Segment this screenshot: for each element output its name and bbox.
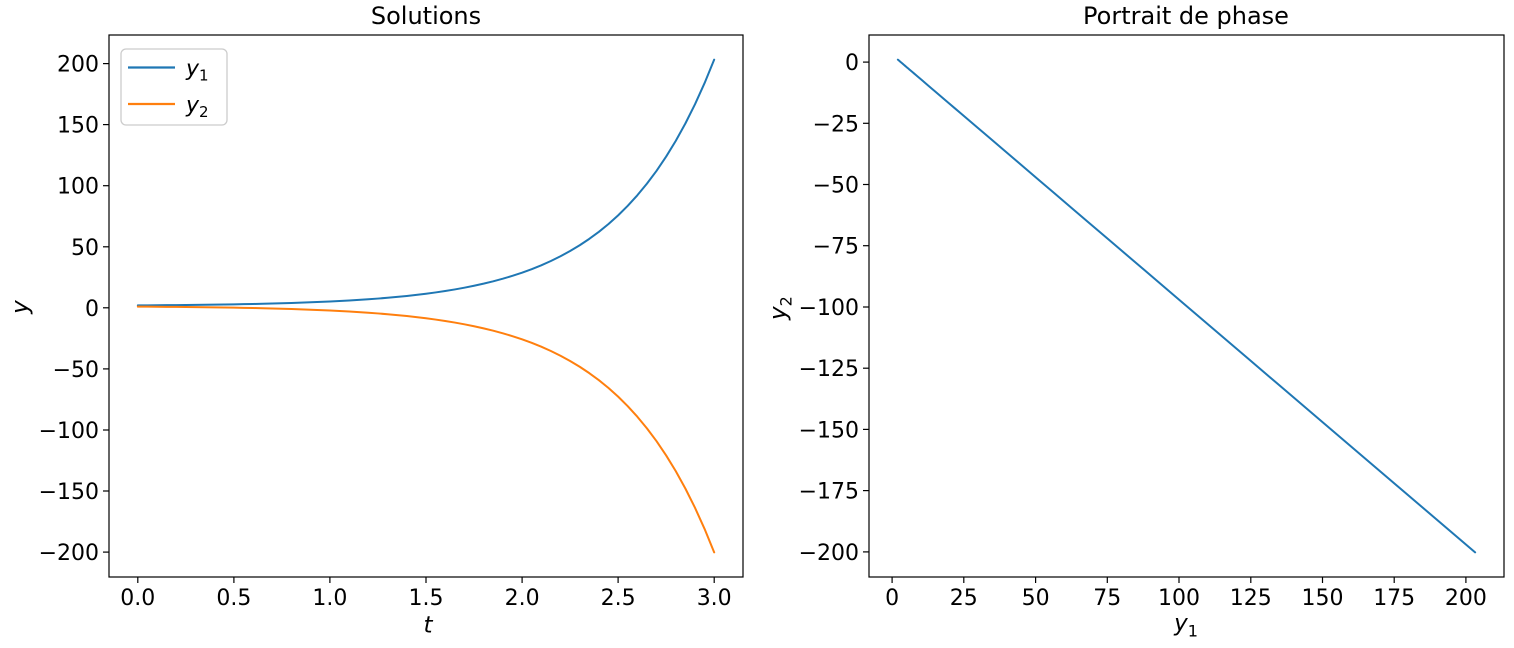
x-tick-label: 3.0 [697,586,732,611]
right-plot-xlabel-sub: 1 [1187,621,1198,641]
right-plot-ylabel-sub: 2 [776,296,796,307]
y1-line [136,58,716,307]
x-tick-label: 0 [885,586,899,611]
x-tick-label: 75 [1093,586,1121,611]
x-tick-label: 150 [1302,586,1344,611]
x-tick-label: 25 [950,586,978,611]
y-tick-label: −150 [799,418,859,443]
left-plot-xlabel: t [423,612,433,639]
y-tick-label: 0 [845,51,859,76]
left-plot-title: Solutions [370,2,482,30]
right-plot-title: Portrait de phase [1083,2,1289,30]
y-tick-label: 150 [57,114,99,139]
y-tick-label: −200 [39,541,99,566]
y-tick-label: −50 [53,358,99,383]
right-plot-ylabel-base: y [765,306,792,320]
left-plot-ylabel: y [7,300,34,314]
y-tick-label: −50 [813,174,859,199]
x-tick-label: 175 [1373,586,1415,611]
axes-frame [868,34,1505,578]
x-tick-label: 0.5 [216,586,251,611]
x-tick-label: 200 [1445,586,1487,611]
y-tick-label: −100 [39,419,99,444]
y-tick-label: −175 [799,480,859,505]
legend-box [120,48,228,126]
right-plot-xlabel-base: y [1174,610,1188,637]
x-tick-label: 1.5 [409,586,444,611]
x-tick-label: 50 [1022,586,1050,611]
y-tick-label: 200 [57,53,99,78]
x-tick-label: 100 [1158,586,1200,611]
y2-line [136,305,716,554]
y-tick-label: −200 [799,541,859,566]
y-tick-label: −100 [799,296,859,321]
y-tick-label: −150 [39,480,99,505]
x-tick-label: 2.5 [601,586,636,611]
trajectory-line [896,58,1477,554]
x-tick-label: 1.0 [312,586,347,611]
legend-label-y1: y1 [185,57,209,85]
right-plot-xlabel: y1 [1174,610,1198,641]
x-tick-label: 0.0 [120,586,155,611]
x-tick-label: 125 [1230,586,1272,611]
right-plot-ylabel: y2 [765,296,796,320]
y-tick-label: 50 [71,236,99,261]
legend-label-y2: y2 [185,93,209,121]
y-tick-label: 100 [57,175,99,200]
y-tick-label: −125 [799,357,859,382]
y-tick-label: −75 [813,235,859,260]
y-tick-label: 0 [85,297,99,322]
y-tick-label: −25 [813,112,859,137]
x-tick-label: 2.0 [505,586,540,611]
axes-frame [108,34,744,578]
